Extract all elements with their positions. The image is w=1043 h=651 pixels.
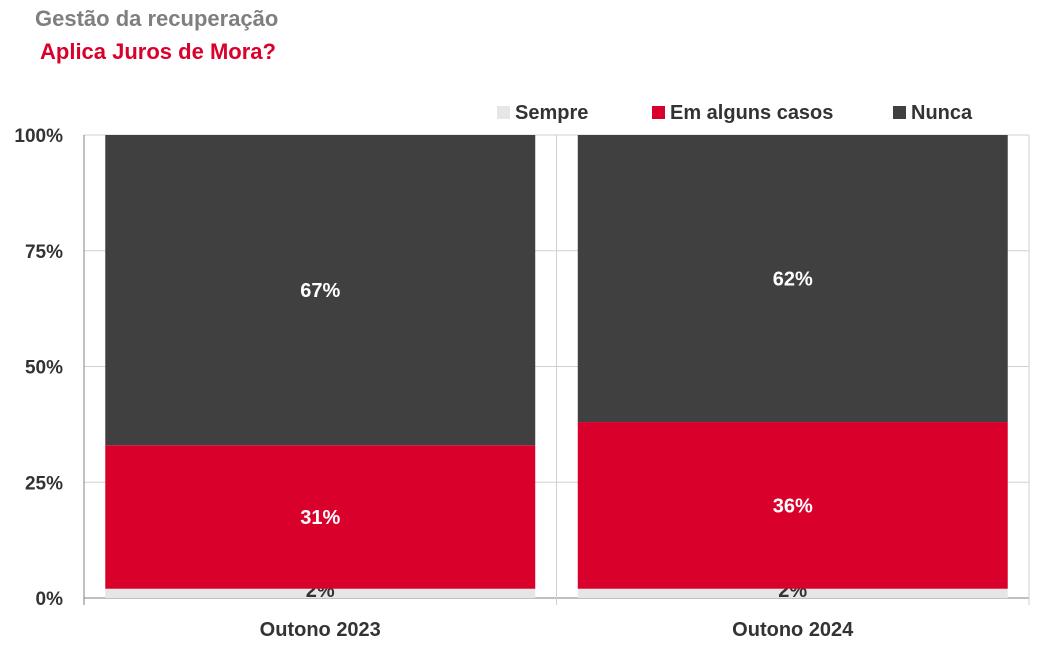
y-tick-label: 75% bbox=[25, 242, 63, 263]
y-tick-label: 0% bbox=[36, 589, 64, 610]
bar-segment bbox=[105, 135, 536, 446]
legend-label: Sempre bbox=[515, 102, 588, 124]
legend-label: Em alguns casos bbox=[670, 102, 833, 124]
bar-segment bbox=[105, 445, 536, 589]
y-tick-label: 25% bbox=[25, 473, 63, 494]
bar-segment bbox=[577, 135, 1008, 423]
bar-segment bbox=[105, 588, 536, 598]
page-title: Gestão da recuperação bbox=[35, 6, 279, 31]
legend-swatch bbox=[893, 106, 906, 119]
data-label: 36% bbox=[773, 495, 813, 517]
data-label: 67% bbox=[300, 280, 340, 302]
bar-segment bbox=[577, 422, 1008, 589]
data-label: 31% bbox=[300, 507, 340, 529]
y-tick-label: 50% bbox=[25, 358, 63, 379]
x-category-label: Outono 2024 bbox=[732, 619, 854, 641]
legend-label: Nunca bbox=[911, 102, 973, 124]
legend-swatch bbox=[497, 106, 510, 119]
y-tick-label: 100% bbox=[14, 126, 63, 147]
x-category-label: Outono 2023 bbox=[260, 619, 381, 641]
legend-swatch bbox=[652, 106, 665, 119]
bar-segment bbox=[577, 588, 1008, 598]
page-subtitle: Aplica Juros de Mora? bbox=[40, 39, 276, 64]
data-label: 62% bbox=[773, 269, 813, 291]
